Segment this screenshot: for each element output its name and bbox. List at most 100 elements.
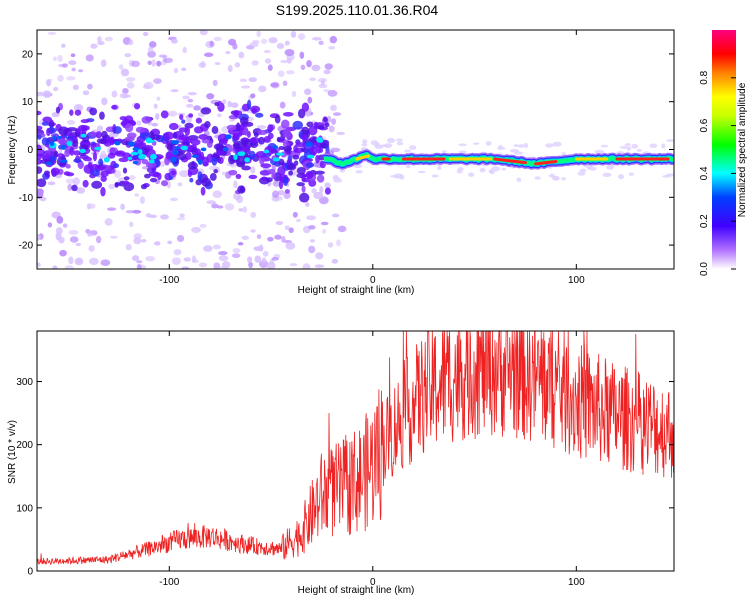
spectrogram-halo-blob <box>404 149 412 153</box>
spectrogram-noise-blob <box>182 95 190 100</box>
y-tick-label: -20 <box>19 241 34 252</box>
spectrogram-noise-blob <box>52 265 58 269</box>
spectrogram-energy-blob <box>282 176 289 186</box>
spectrogram-noise-blob <box>270 81 280 89</box>
spectrogram-noise-blob <box>250 211 257 219</box>
spectrogram-noise-blob <box>319 186 324 194</box>
spectrogram-noise-blob <box>89 257 99 266</box>
spectrogram-ylabel: Frequency (Hz) <box>7 116 18 185</box>
spectrogram-noise-blob <box>57 54 63 63</box>
spectrogram-energy-blob <box>113 163 120 169</box>
spectrogram-energy-blob <box>69 109 74 116</box>
spectrogram-noise-blob <box>47 181 56 186</box>
spectrogram-noise-blob <box>125 210 135 214</box>
spectrogram-energy-blob <box>107 152 116 159</box>
spectrogram-peak-blob <box>233 154 238 161</box>
spectrogram-noise-blob <box>75 242 82 247</box>
spectrogram-energy-blob <box>177 153 187 161</box>
spectrogram-noise-blob <box>160 214 169 220</box>
spectrogram-peak-blob <box>52 134 57 141</box>
spectrogram-energy-blob <box>149 177 158 183</box>
spectrogram-noise-blob <box>258 244 264 252</box>
spectrogram-peak-blob <box>197 159 203 165</box>
spectrogram-energy-blob <box>300 147 306 152</box>
spectrogram-noise-blob <box>336 239 341 247</box>
spectrogram-noise-blob <box>289 263 298 267</box>
spectrogram-halo-blob <box>395 138 403 142</box>
spectrogram-noise-blob <box>101 97 108 106</box>
spectrogram-noise-blob <box>292 211 298 218</box>
spectrogram-noise-blob <box>240 85 251 89</box>
spectrogram-noise-blob <box>85 228 91 234</box>
spectrogram-energy-blob <box>140 184 148 190</box>
spectrogram-energy-blob <box>259 155 265 165</box>
spectrogram-noise-blob <box>78 69 84 73</box>
spectrogram-noise-blob <box>236 195 244 204</box>
spectrogram-noise-blob <box>279 101 286 109</box>
spectrogram-energy-blob <box>134 102 141 110</box>
spectrogram-noise-blob <box>187 92 197 96</box>
spectrogram-noise-blob <box>163 57 174 64</box>
spectrogram-noise-blob <box>100 150 106 158</box>
spectrogram-energy-blob <box>37 166 43 174</box>
spectrogram-energy-blob <box>114 182 121 187</box>
spectrogram-energy-blob <box>200 151 205 161</box>
spectrogram-noise-blob <box>171 38 178 44</box>
spectrogram-noise-blob <box>302 263 311 269</box>
spectrogram-noise-blob <box>328 45 336 50</box>
spectrogram-noise-blob <box>323 69 331 75</box>
y-tick-label: 0 <box>27 145 33 156</box>
spectrogram-peak-blob <box>103 157 110 163</box>
spectrogram-noise-blob <box>267 236 274 242</box>
spectrogram-energy-blob <box>280 119 290 129</box>
spectrogram-noise-blob <box>37 262 41 268</box>
spectrogram-energy-blob <box>161 180 169 187</box>
spectrogram-energy-blob <box>184 126 191 136</box>
spectrogram-noise-blob <box>111 90 118 98</box>
spectrogram-noise-blob <box>281 236 286 243</box>
spectrogram-noise-blob <box>227 38 237 46</box>
spectrogram-noise-blob <box>173 249 182 256</box>
spectrogram-noise-blob <box>224 203 235 211</box>
colorbar-tick-label: 0.8 <box>699 70 710 84</box>
spectrogram-noise-blob <box>85 54 94 62</box>
spectrogram-noise-blob <box>272 190 280 198</box>
spectrogram-energy-blob <box>101 130 108 139</box>
spectrogram-halo-blob <box>523 142 529 149</box>
spectrogram-energy-blob <box>216 150 225 156</box>
spectrogram-noise-blob <box>66 119 76 125</box>
spectrogram-noise-blob <box>104 36 113 42</box>
spectrogram-noise-blob <box>47 31 57 35</box>
spectrogram-halo-blob <box>384 143 393 149</box>
spectrogram-noise-blob <box>221 171 226 176</box>
colorbar-label: Normalized spectral amplitude <box>737 82 748 217</box>
spectrogram-noise-blob <box>125 77 136 82</box>
spectrogram-halo-blob <box>600 144 609 148</box>
spectrogram-halo-blob <box>513 144 519 148</box>
spectrogram-halo-blob <box>396 141 404 146</box>
spectrogram-halo-blob <box>456 169 463 174</box>
spectrogram-peak-blob <box>60 159 68 163</box>
spectrogram-noise-blob <box>322 228 327 234</box>
spectrogram-halo-blob <box>479 167 486 173</box>
spectrogram-noise-blob <box>76 187 86 194</box>
y-tick-label: 0 <box>27 567 33 578</box>
spectrogram-energy-blob <box>188 113 194 118</box>
spectrogram-energy-blob <box>251 107 257 115</box>
spectrogram-peak-blob <box>132 147 140 151</box>
spectrogram-noise-blob <box>118 64 124 70</box>
spectrogram-energy-blob <box>58 126 69 136</box>
spectrogram-energy-blob <box>301 133 308 142</box>
spectrogram-energy-blob <box>124 115 134 124</box>
snr-xlabel: Height of straight line (km) <box>298 585 415 596</box>
spectrogram-noise-blob <box>145 255 155 262</box>
spectrogram-halo-blob <box>552 141 562 147</box>
spectrogram-noise-blob <box>256 234 262 240</box>
spectrogram-noise-blob <box>264 58 272 64</box>
spectrogram-energy-blob <box>249 137 261 144</box>
spectrogram-noise-blob <box>331 118 337 125</box>
spectrogram-noise-blob <box>212 79 218 87</box>
spectrogram-energy-blob <box>91 180 103 189</box>
spectrogram-peak-blob <box>263 149 270 154</box>
spectrogram-noise-blob <box>277 191 286 195</box>
